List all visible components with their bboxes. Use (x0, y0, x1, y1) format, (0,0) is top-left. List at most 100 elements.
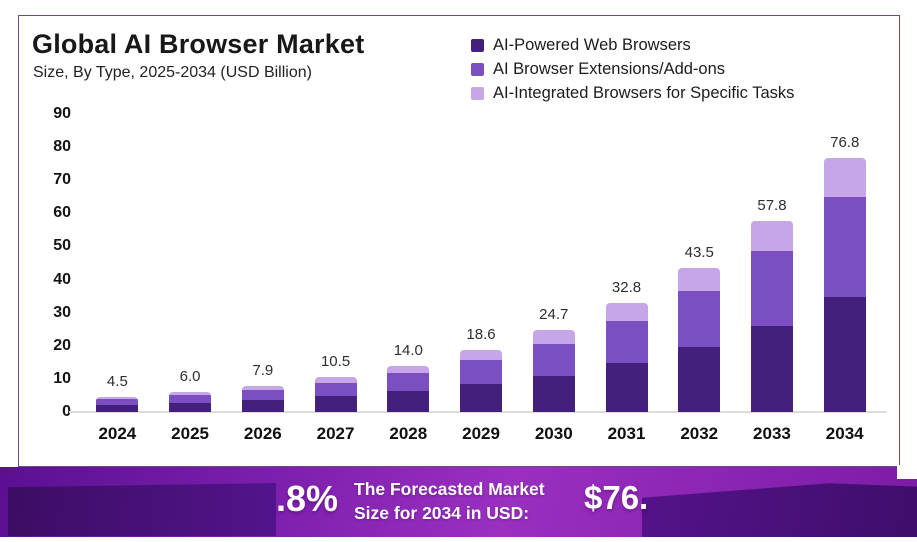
stacked-bar (169, 392, 212, 412)
x-axis-line (69, 411, 887, 413)
legend-item-label: AI Browser Extensions/Add-ons (493, 60, 726, 78)
y-axis-tick-label: 0 (62, 403, 71, 420)
stacked-bar (678, 267, 721, 412)
bar-segment (96, 405, 139, 412)
bar-segment (241, 385, 284, 391)
y-axis: 0 10 20 30 40 50 60 70 80 90 (29, 105, 71, 420)
bar-total-label: 57.8 (757, 196, 787, 214)
bar-total-label: 43.5 (684, 243, 714, 261)
bar-total-label: 10.5 (320, 353, 351, 371)
y-axis-tick-label: 40 (53, 270, 71, 288)
bar-segment (96, 399, 139, 406)
legend: AI-Powered Web Browsers AI Browser Extens… (471, 36, 794, 103)
bar-segment (823, 196, 866, 298)
page-title: Global AI Browser Market (32, 29, 365, 59)
stacked-bar (605, 303, 648, 412)
x-axis-category-label: 2029 (462, 424, 500, 443)
stacked-bar (96, 397, 139, 412)
y-axis-tick-label: 60 (53, 204, 71, 222)
bar-segment (750, 325, 793, 412)
bar-column: 43.5 2032 (663, 114, 736, 443)
y-axis-tick-label: 70 (53, 171, 71, 189)
stacked-bar (823, 157, 866, 412)
x-axis-category-label: 2028 (389, 424, 428, 443)
x-axis-category-label: 2025 (171, 424, 210, 443)
bar-total-label: 4.5 (106, 373, 128, 391)
bar-total-label: 24.7 (539, 306, 569, 324)
bar-segment (750, 220, 793, 252)
legend-item: AI Browser Extensions/Add-ons (471, 60, 794, 79)
bar-total-label: 7.9 (252, 361, 274, 379)
stacked-bar (532, 330, 575, 412)
bar-segment (241, 400, 284, 412)
bar-column: 57.8 2033 (736, 114, 809, 443)
bar-total-label: 18.6 (466, 326, 496, 344)
legend-item-label: AI-Integrated Browsers for Specific Task… (493, 84, 795, 102)
legend-item-label: AI-Powered Web Browsers (493, 36, 691, 54)
x-axis-category-label: 2026 (243, 424, 282, 443)
bar-segment (532, 343, 575, 376)
x-axis-category-label: 2024 (98, 424, 137, 443)
bar-column: 32.8 2031 (590, 114, 663, 443)
y-axis-tick-label: 30 (53, 303, 71, 321)
bar-segment (532, 375, 575, 412)
stacked-bar (387, 365, 430, 412)
bar-segment (460, 360, 503, 385)
banner-corner-notch (897, 465, 917, 479)
bar-segment (387, 372, 430, 392)
legend-item: AI-Powered Web Browsers (471, 36, 794, 55)
bar-column: 18.6 2029 (445, 114, 518, 443)
bar-segment (169, 403, 212, 412)
legend-swatch-icon (471, 39, 484, 52)
bar-column: 7.9 2026 (226, 114, 299, 443)
bar-segment (241, 390, 284, 401)
legend-swatch-icon (471, 63, 484, 76)
bar-segment (678, 267, 721, 291)
bar-segment (314, 383, 357, 397)
bar-total-label: 76.8 (830, 133, 860, 151)
bar-segment (169, 395, 212, 404)
bar-segment (605, 320, 648, 363)
stacked-bar (460, 350, 503, 412)
bar-segment (460, 350, 503, 361)
x-axis-category-label: 2030 (534, 424, 573, 443)
x-axis-category-label: 2034 (825, 424, 864, 443)
stacked-bar (241, 385, 284, 412)
banner-forecast-label-line1: The Forecasted Market (354, 479, 545, 499)
bar-segment (387, 365, 430, 373)
stacked-bar (314, 377, 357, 412)
banner-forecast-label: The Forecasted Market Size for 2034 in U… (354, 477, 545, 525)
bar-total-label: 14.0 (393, 341, 423, 359)
bar-segment (678, 290, 721, 348)
x-axis-category-label: 2032 (680, 424, 719, 443)
legend-swatch-icon (471, 87, 484, 100)
bar-segment (823, 157, 866, 197)
bar-column: 6.0 2025 (154, 114, 227, 443)
chart: 0 10 20 30 40 50 60 70 80 90 4.5 2024 6.0 2025 7.9 202… (29, 105, 889, 459)
legend-item: AI-Integrated Browsers for Specific Task… (471, 84, 794, 103)
bar-segment (169, 392, 212, 396)
banner-forecast-label-line2: Size for 2034 in USD: (354, 503, 530, 524)
bar-segment (605, 303, 648, 321)
bar-column: 14.0 2028 (372, 114, 445, 443)
banner-forecast-value-fragment: $76. (584, 479, 649, 516)
y-axis-tick-label: 80 (53, 138, 71, 156)
bar-segment (678, 347, 721, 412)
page-subtitle: Size, By Type, 2025-2034 (USD Billion) (33, 64, 312, 81)
bar-column: 76.8 2034 (808, 114, 881, 443)
y-axis-tick-label: 20 (53, 336, 71, 354)
stacked-bar (750, 220, 793, 412)
x-axis-category-label: 2027 (316, 424, 355, 443)
bar-segment (823, 297, 866, 412)
bottom-banner: .8% The Forecasted Market Size for 2034 … (0, 465, 917, 542)
y-axis-tick-label: 50 (53, 237, 71, 255)
banner-percent-fragment: .8% (276, 478, 339, 519)
plot-area: 4.5 2024 6.0 2025 7.9 2026 10.5 2027 14.0 2028 18.… (81, 114, 881, 443)
bar-segment (460, 384, 503, 412)
chart-card: Global AI Browser Market Size, By Type, … (18, 15, 900, 467)
bar-segment (750, 251, 793, 326)
bar-segment (605, 363, 648, 412)
bar-total-label: 6.0 (179, 368, 201, 386)
bar-column: 24.7 2030 (517, 114, 590, 443)
